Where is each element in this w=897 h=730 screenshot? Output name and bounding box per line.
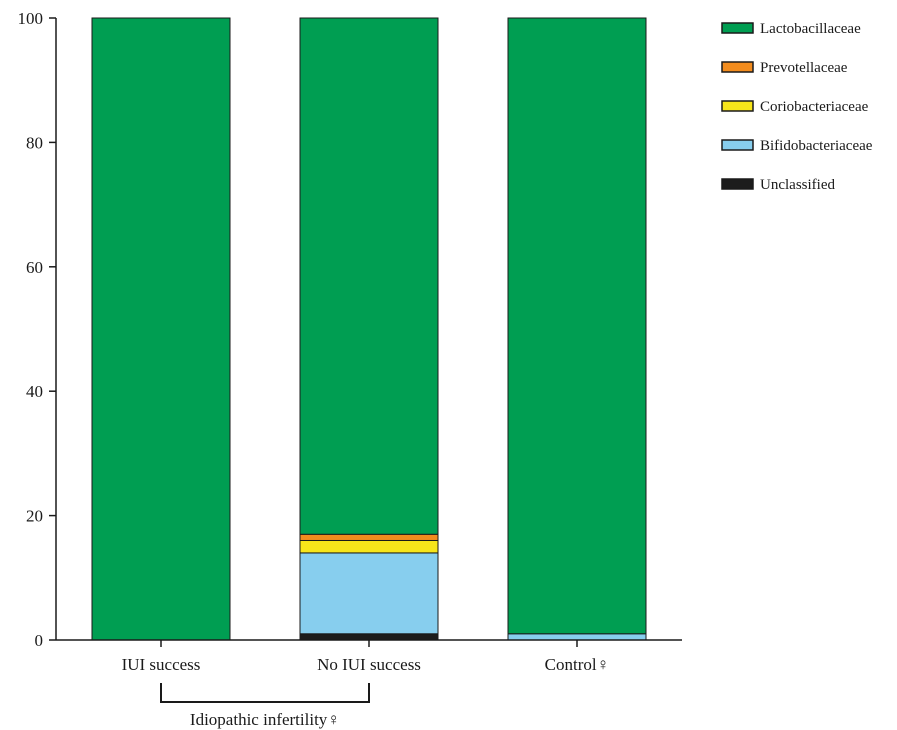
bar-no-iui-success-unclassified (299, 633, 439, 641)
bar-no-iui-success-bifidobacteriaceae (299, 552, 439, 635)
x-label-iui-success: IUI success (122, 655, 201, 674)
y-ticks-group: 0 20 40 60 80 100 (18, 9, 56, 650)
legend-swatch-prevotellaceae (721, 61, 754, 73)
legend-label-unclassified: Unclassified (760, 177, 835, 193)
y-tick-label-60: 60 (26, 258, 43, 277)
y-tick-label-80: 80 (26, 133, 43, 152)
y-tick-label-20: 20 (26, 507, 43, 526)
y-tick-label-40: 40 (26, 382, 43, 401)
legend-label-bifidobacteriaceae: Bifidobacteriaceae (760, 138, 873, 154)
bracket-line (160, 683, 370, 703)
legend-swatch-unclassified (721, 178, 754, 190)
bar-no-iui-success-prevotellaceae (299, 533, 439, 541)
legend-label-prevotellaceae: Prevotellaceae (760, 60, 848, 76)
legend-label-coriobacteriaceae: Coriobacteriaceae (760, 99, 869, 115)
bar-no-iui-success-coriobacteriaceae (299, 539, 439, 554)
bracket-label: Idiopathic infertility♀ (190, 710, 340, 729)
y-tick-label-0: 0 (35, 631, 44, 650)
legend-swatch-bifidobacteriaceae (721, 139, 754, 151)
x-labels-group: IUI success No IUI success Control♀ (122, 640, 610, 674)
x-label-no-iui-success: No IUI success (317, 655, 421, 674)
bar-control-bifidobacteriaceae (507, 633, 647, 641)
category-bracket: Idiopathic infertility♀ (160, 683, 370, 729)
legend-swatch-coriobacteriaceae (721, 100, 754, 112)
bar-control-lactobacillaceae (507, 17, 647, 635)
legend-label-lactobacillaceae: Lactobacillaceae (760, 21, 861, 37)
legend: Lactobacillaceae Prevotellaceae Coriobacte… (721, 21, 873, 193)
x-label-control: Control♀ (545, 655, 610, 674)
y-tick-label-100: 100 (18, 9, 44, 28)
legend-swatch-lactobacillaceae (721, 22, 754, 34)
bar-no-iui-success-lactobacillaceae (299, 17, 439, 535)
bars-group (91, 17, 647, 641)
bar-iui-success-lactobacillaceae (91, 17, 231, 641)
